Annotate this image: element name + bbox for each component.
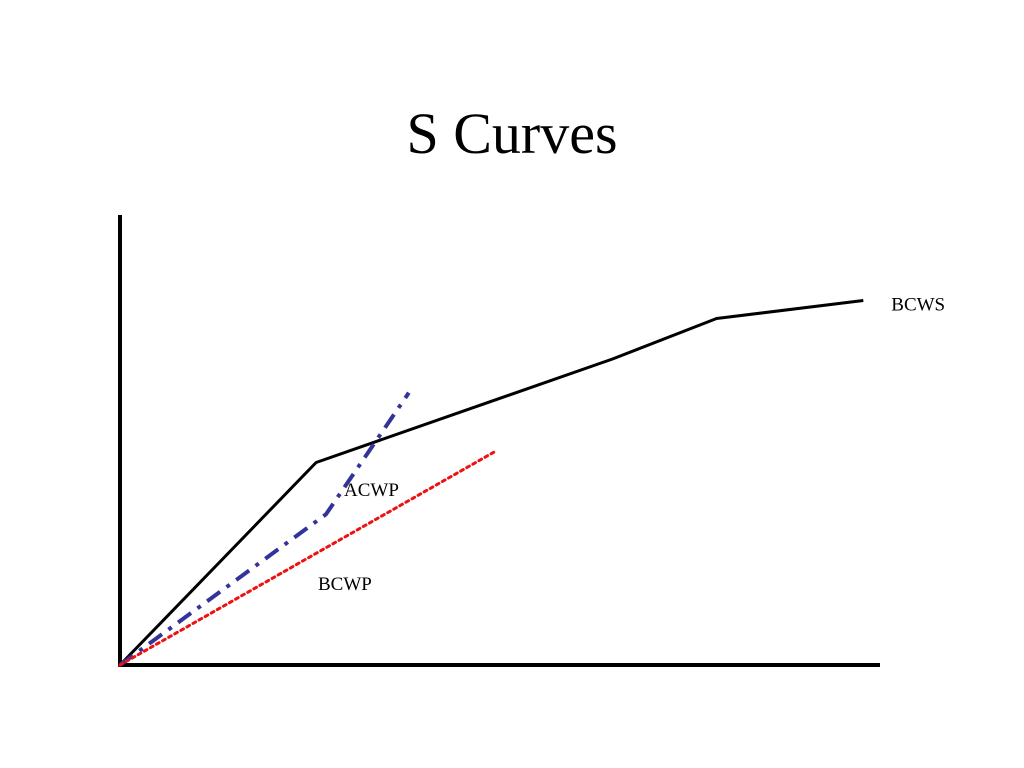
chart-label-layer: BCWS ACWP BCWP	[318, 295, 945, 596]
series-label-acwp: ACWP	[344, 480, 399, 501]
series-line-bcws	[118, 299, 864, 667]
chart-axes	[118, 215, 880, 667]
series-label-bcws: BCWS	[891, 295, 945, 316]
series-line-acwp	[118, 391, 411, 667]
series-label-bcwp: BCWP	[318, 574, 372, 595]
chart-series-layer	[118, 299, 864, 667]
series-line-bcwp	[118, 449, 497, 667]
slide-title: S Curves	[406, 101, 618, 166]
